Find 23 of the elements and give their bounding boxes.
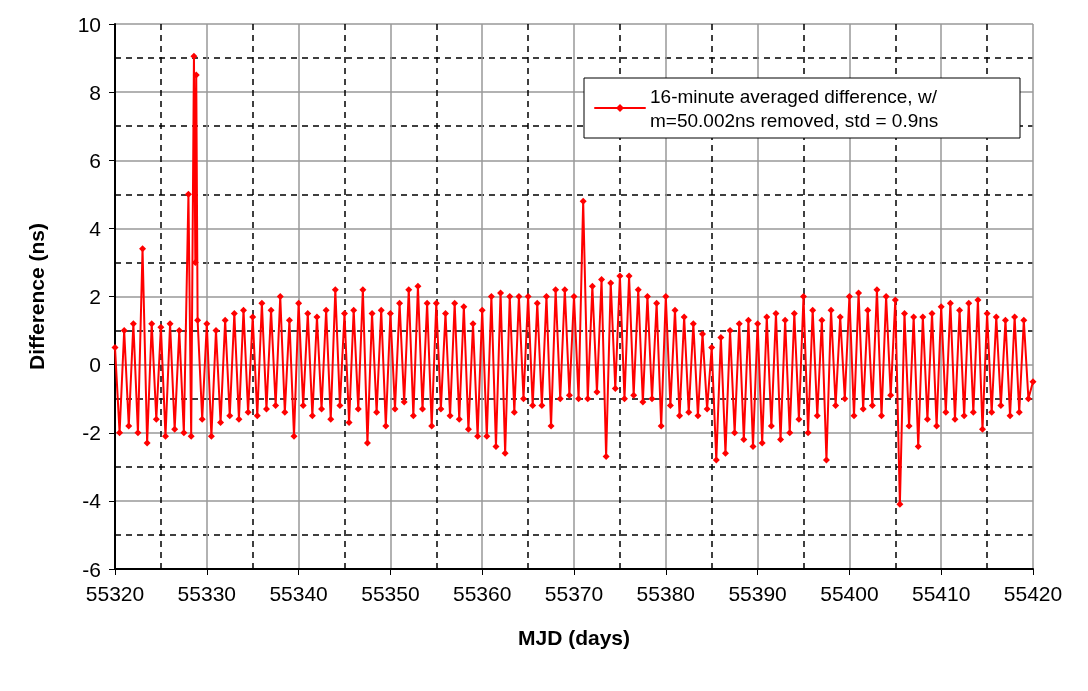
x-tick-label: 55420 [1003,582,1063,605]
x-tick-label: 55350 [361,582,420,605]
y-tick-label: 2 [89,285,101,308]
x-axis-title: MJD (days) [517,626,631,649]
x-tick-label: 55390 [728,582,787,605]
y-tick-label: 8 [89,80,101,104]
x-tick-label: 55320 [85,582,145,605]
x-tick-label: 55340 [269,582,328,605]
x-tick-label: 55400 [820,582,879,605]
y-tick-label: 6 [89,148,101,172]
y-axis-title: Difference (ns) [25,222,48,371]
x-tick-label: 55380 [636,582,695,605]
y-tick-label: 10 [77,12,101,36]
x-tick-label: 55370 [544,582,604,605]
y-tick-label: -6 [82,557,101,581]
y-tick-label: 4 [89,216,102,240]
x-tick-label: 55360 [453,582,512,605]
y-tick-label: -2 [82,421,101,445]
x-tick-label: 55410 [912,582,971,605]
y-tick-label: 0 [89,353,101,377]
legend-label: 16-minute averaged difference, w/ m=50.002ns removed, std = 0.9ns [650,85,943,131]
x-tick-label: 55330 [177,582,236,605]
y-tick-label: -4 [82,489,102,513]
